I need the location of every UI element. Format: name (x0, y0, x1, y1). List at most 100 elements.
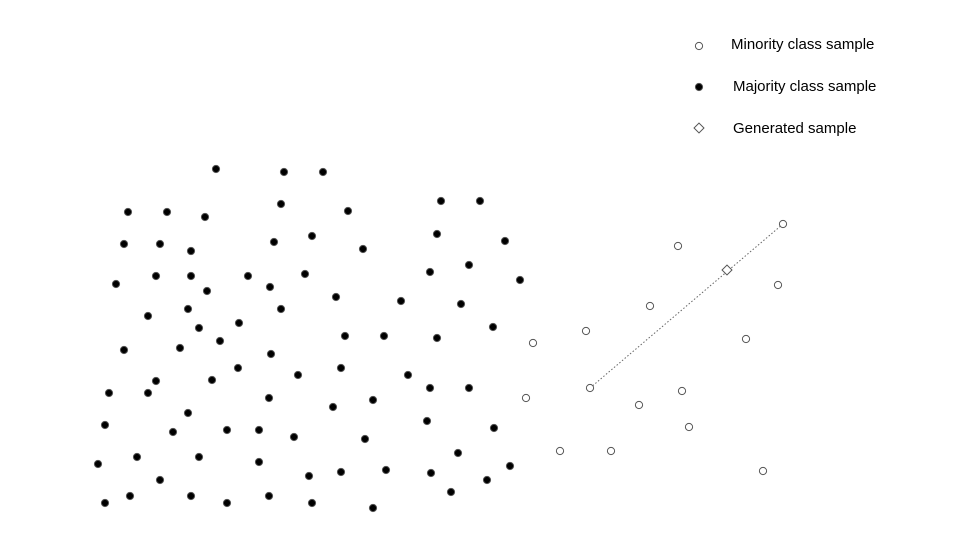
majority-sample-point (243, 271, 253, 281)
majority-sample-point (289, 432, 299, 442)
minority-sample-point (773, 280, 783, 290)
majority-sample-point (175, 343, 185, 353)
majority-sample-point (186, 491, 196, 501)
majority-sample-point (300, 269, 310, 279)
majority-sample-point (304, 471, 314, 481)
majority-sample-point (151, 271, 161, 281)
majority-sample-point (265, 282, 275, 292)
majority-sample-point (123, 207, 133, 217)
majority-sample-point (93, 459, 103, 469)
majority-sample-point (264, 393, 274, 403)
majority-sample-point (328, 402, 338, 412)
minority-sample-point (741, 334, 751, 344)
majority-sample-point (358, 244, 368, 254)
majority-sample-point (331, 292, 341, 302)
generated-sample-point (721, 264, 733, 276)
legend-majority-marker (694, 82, 704, 92)
majority-sample-point (194, 452, 204, 462)
majority-sample-point (464, 383, 474, 393)
majority-sample-point (293, 370, 303, 380)
majority-sample-point (264, 491, 274, 501)
majority-sample-point (515, 275, 525, 285)
legend-generated-marker (693, 122, 705, 134)
majority-sample-point (269, 237, 279, 247)
majority-sample-point (104, 388, 114, 398)
majority-sample-point (125, 491, 135, 501)
majority-sample-point (279, 167, 289, 177)
minority-sample-point (684, 422, 694, 432)
majority-sample-point (162, 207, 172, 217)
minority-sample-point (673, 241, 683, 251)
legend-minority-label: Minority class sample (731, 36, 874, 53)
majority-sample-point (143, 311, 153, 321)
minority-sample-point (521, 393, 531, 403)
legend-majority-label: Majority class sample (733, 78, 876, 95)
majority-sample-point (132, 452, 142, 462)
majority-sample-point (488, 322, 498, 332)
majority-sample-point (200, 212, 210, 222)
majority-sample-point (432, 229, 442, 239)
minority-sample-point (634, 400, 644, 410)
legend: Minority class sample Majority class sam… (693, 36, 876, 137)
majority-sample-point (505, 461, 515, 471)
majority-sample-point (360, 434, 370, 444)
majority-sample-point (183, 408, 193, 418)
majority-sample-point (453, 448, 463, 458)
majority-sample-point (186, 271, 196, 281)
majority-sample-point (436, 196, 446, 206)
majority-sample-point (186, 246, 196, 256)
minority-sample-point (528, 338, 538, 348)
majority-sample-point (425, 383, 435, 393)
generated-samples (721, 264, 733, 276)
majority-sample-point (368, 503, 378, 513)
minority-sample-point (581, 326, 591, 336)
majority-sample-point (307, 231, 317, 241)
majority-sample-point (222, 498, 232, 508)
majority-sample-point (202, 286, 212, 296)
majority-sample-point (379, 331, 389, 341)
majority-sample-point (381, 465, 391, 475)
majority-sample-point (482, 475, 492, 485)
majority-sample-point (183, 304, 193, 314)
majority-sample-point (318, 167, 328, 177)
majority-sample-point (307, 498, 317, 508)
majority-sample-point (111, 279, 121, 289)
legend-generated-label: Generated sample (733, 120, 856, 137)
majority-samples (93, 164, 525, 513)
majority-sample-point (100, 498, 110, 508)
majority-sample-point (266, 349, 276, 359)
majority-sample-point (143, 388, 153, 398)
majority-sample-point (207, 375, 217, 385)
minority-sample-point (758, 466, 768, 476)
majority-sample-point (222, 425, 232, 435)
majority-sample-point (343, 206, 353, 216)
majority-sample-point (368, 395, 378, 405)
majority-sample-point (422, 416, 432, 426)
majority-sample-point (340, 331, 350, 341)
majority-sample-point (426, 468, 436, 478)
majority-sample-point (432, 333, 442, 343)
majority-sample-point (336, 363, 346, 373)
majority-sample-point (489, 423, 499, 433)
minority-sample-point (555, 446, 565, 456)
minority-sample-point (677, 386, 687, 396)
minority-sample-point (645, 301, 655, 311)
majority-sample-point (475, 196, 485, 206)
majority-sample-point (254, 457, 264, 467)
majority-sample-point (276, 199, 286, 209)
majority-sample-point (446, 487, 456, 497)
majority-sample-point (464, 260, 474, 270)
majority-sample-point (500, 236, 510, 246)
majority-sample-point (403, 370, 413, 380)
minority-sample-point (606, 446, 616, 456)
majority-sample-point (194, 323, 204, 333)
majority-sample-point (168, 427, 178, 437)
interpolation-line (589, 223, 784, 389)
majority-sample-point (425, 267, 435, 277)
legend-minority-marker (694, 41, 704, 51)
majority-sample-point (215, 336, 225, 346)
majority-sample-point (100, 420, 110, 430)
majority-sample-point (233, 363, 243, 373)
majority-sample-point (254, 425, 264, 435)
